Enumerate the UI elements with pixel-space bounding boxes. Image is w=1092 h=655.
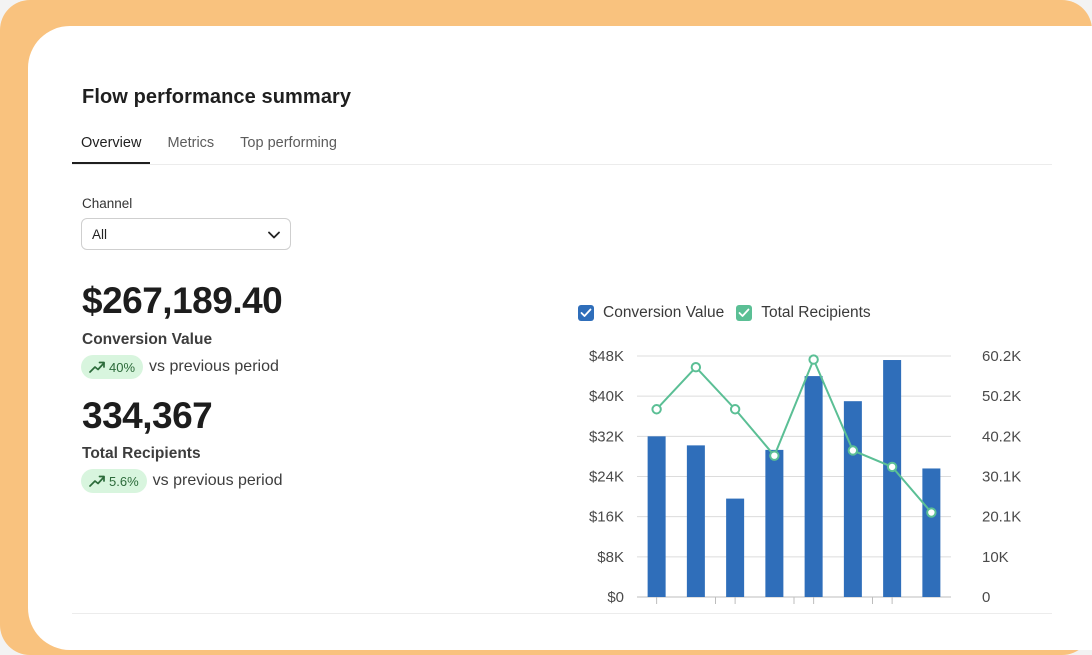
total-recipients-amount: 334,367 <box>82 395 213 436</box>
y-right-tick-label: 50.2K <box>982 388 1021 405</box>
y-left-tick-label: $8K <box>597 549 624 566</box>
y-right-tick-label: 0 <box>982 589 990 606</box>
legend-label-total-recipients: Total Recipients <box>761 304 871 321</box>
y-right-tick-label: 10K <box>982 549 1009 566</box>
chevron-down-icon <box>268 227 280 242</box>
bar-conversion-value <box>843 401 862 597</box>
y-left-tick-label: $16K <box>589 509 624 526</box>
y-left-tick-label: $48K <box>589 348 624 365</box>
recipients-delta-value: 5.6% <box>109 473 139 489</box>
tab-metrics[interactable]: Metrics <box>167 135 215 151</box>
bottom-divider <box>72 613 1052 614</box>
card-title: Flow performance summary <box>82 86 352 108</box>
bar-conversion-value <box>922 468 941 597</box>
conversion-value-amount: $267,189.40 <box>82 280 283 321</box>
point-total-recipients <box>690 362 702 373</box>
conversion-value-delta: 40% vs previous period <box>81 355 279 379</box>
y-left-tick-label: $24K <box>589 469 624 486</box>
bar-conversion-value <box>726 498 745 597</box>
conversion-delta-value: 40% <box>109 359 136 375</box>
trend-up-icon <box>89 475 105 487</box>
tab-bar: Overview Metrics Top performing <box>72 132 1052 165</box>
y-right-tick-label: 60.2K <box>982 348 1021 365</box>
bar-conversion-value <box>883 360 902 597</box>
bar-conversion-value <box>804 376 823 597</box>
y-left-tick-label: $32K <box>589 428 624 445</box>
point-total-recipients <box>847 445 859 456</box>
y-left-tick-label: $40K <box>589 388 624 405</box>
y-right-tick-label: 30.1K <box>982 469 1021 486</box>
channel-select-value: All <box>92 226 108 242</box>
trend-up-icon <box>89 361 105 373</box>
y-right-tick-label: 20.1K <box>982 509 1021 526</box>
total-recipients-delta: 5.6% vs previous period <box>81 469 282 493</box>
bar-conversion-value <box>765 449 784 597</box>
y-right-tick-label: 40.2K <box>982 428 1021 445</box>
total-recipients-label: Total Recipients <box>82 445 201 462</box>
point-total-recipients <box>886 461 898 473</box>
point-total-recipients <box>769 450 780 461</box>
point-total-recipients <box>651 404 662 415</box>
tab-top-performing[interactable]: Top performing <box>240 135 337 151</box>
recipients-delta-badge: 5.6% <box>81 469 147 493</box>
point-total-recipients <box>808 354 819 365</box>
point-total-recipients <box>926 507 937 518</box>
legend-label-conversion-value: Conversion Value <box>603 304 725 321</box>
checkbox-checked-icon <box>736 305 753 321</box>
point-total-recipients <box>729 404 741 415</box>
legend-item-conversion-value[interactable]: Conversion Value <box>578 304 724 322</box>
conversion-delta-suffix: vs previous period <box>149 358 279 375</box>
bar-conversion-value <box>647 436 666 597</box>
summary-card: Flow performance summary Overview Metric… <box>28 26 1092 650</box>
channel-label: Channel <box>82 196 133 211</box>
y-left-tick-label: $0 <box>607 589 624 606</box>
bar-conversion-value <box>686 445 705 597</box>
checkbox-checked-icon <box>578 305 594 321</box>
legend-item-total-recipients[interactable]: Total Recipients <box>736 304 871 322</box>
tab-overview[interactable]: Overview <box>72 132 151 164</box>
conversion-delta-badge: 40% <box>81 355 144 379</box>
chart-legend: Conversion Value Total Recipients <box>578 304 871 322</box>
recipients-delta-suffix: vs previous period <box>152 472 283 489</box>
conversion-value-label: Conversion Value <box>82 331 213 348</box>
line-total-recipients <box>655 357 933 514</box>
channel-select[interactable]: All <box>81 218 291 250</box>
combo-chart: $0 0 $8K 10K $16K 20.1K $24K 30.1K $32K 40.2K $40K… <box>589 348 1021 606</box>
